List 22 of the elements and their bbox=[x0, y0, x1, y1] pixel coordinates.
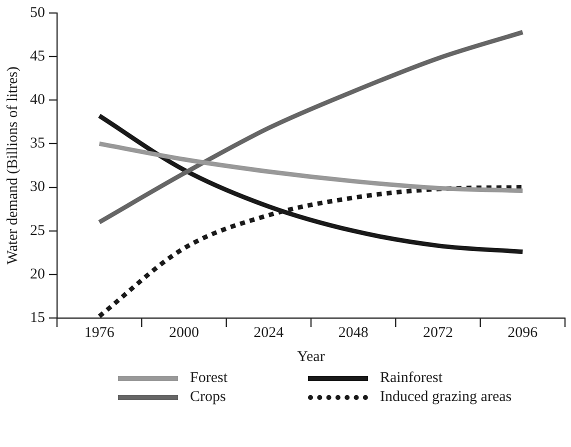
line-series bbox=[97, 141, 525, 194]
x-tick-label: 2024 bbox=[254, 324, 284, 341]
x-tick-label: 2096 bbox=[508, 324, 538, 341]
x-tick-label: 2000 bbox=[169, 324, 199, 341]
legend-label: Forest bbox=[190, 370, 228, 387]
y-tick-label: 25 bbox=[30, 222, 45, 239]
y-tick-label: 30 bbox=[30, 179, 45, 196]
x-tick-label: 2048 bbox=[338, 324, 368, 341]
y-tick-label: 35 bbox=[30, 136, 45, 152]
y-axis-title: Water demand (Billions of litres) bbox=[4, 66, 21, 264]
x-tick-label: 1976 bbox=[84, 324, 115, 341]
x-tick-label: 2072 bbox=[423, 324, 453, 341]
y-tick-label: 15 bbox=[30, 310, 45, 326]
legend-label: Rainforest bbox=[380, 370, 442, 387]
y-tick-label: 40 bbox=[30, 92, 45, 108]
line-series bbox=[97, 30, 525, 224]
y-tick-label: 45 bbox=[30, 48, 45, 65]
x-axis-title: Year bbox=[297, 348, 325, 365]
y-tick-label: 20 bbox=[30, 266, 45, 282]
legend-label: Induced grazing areas bbox=[380, 389, 512, 406]
legend-label: Crops bbox=[190, 389, 226, 406]
y-tick-label: 50 bbox=[30, 4, 45, 21]
